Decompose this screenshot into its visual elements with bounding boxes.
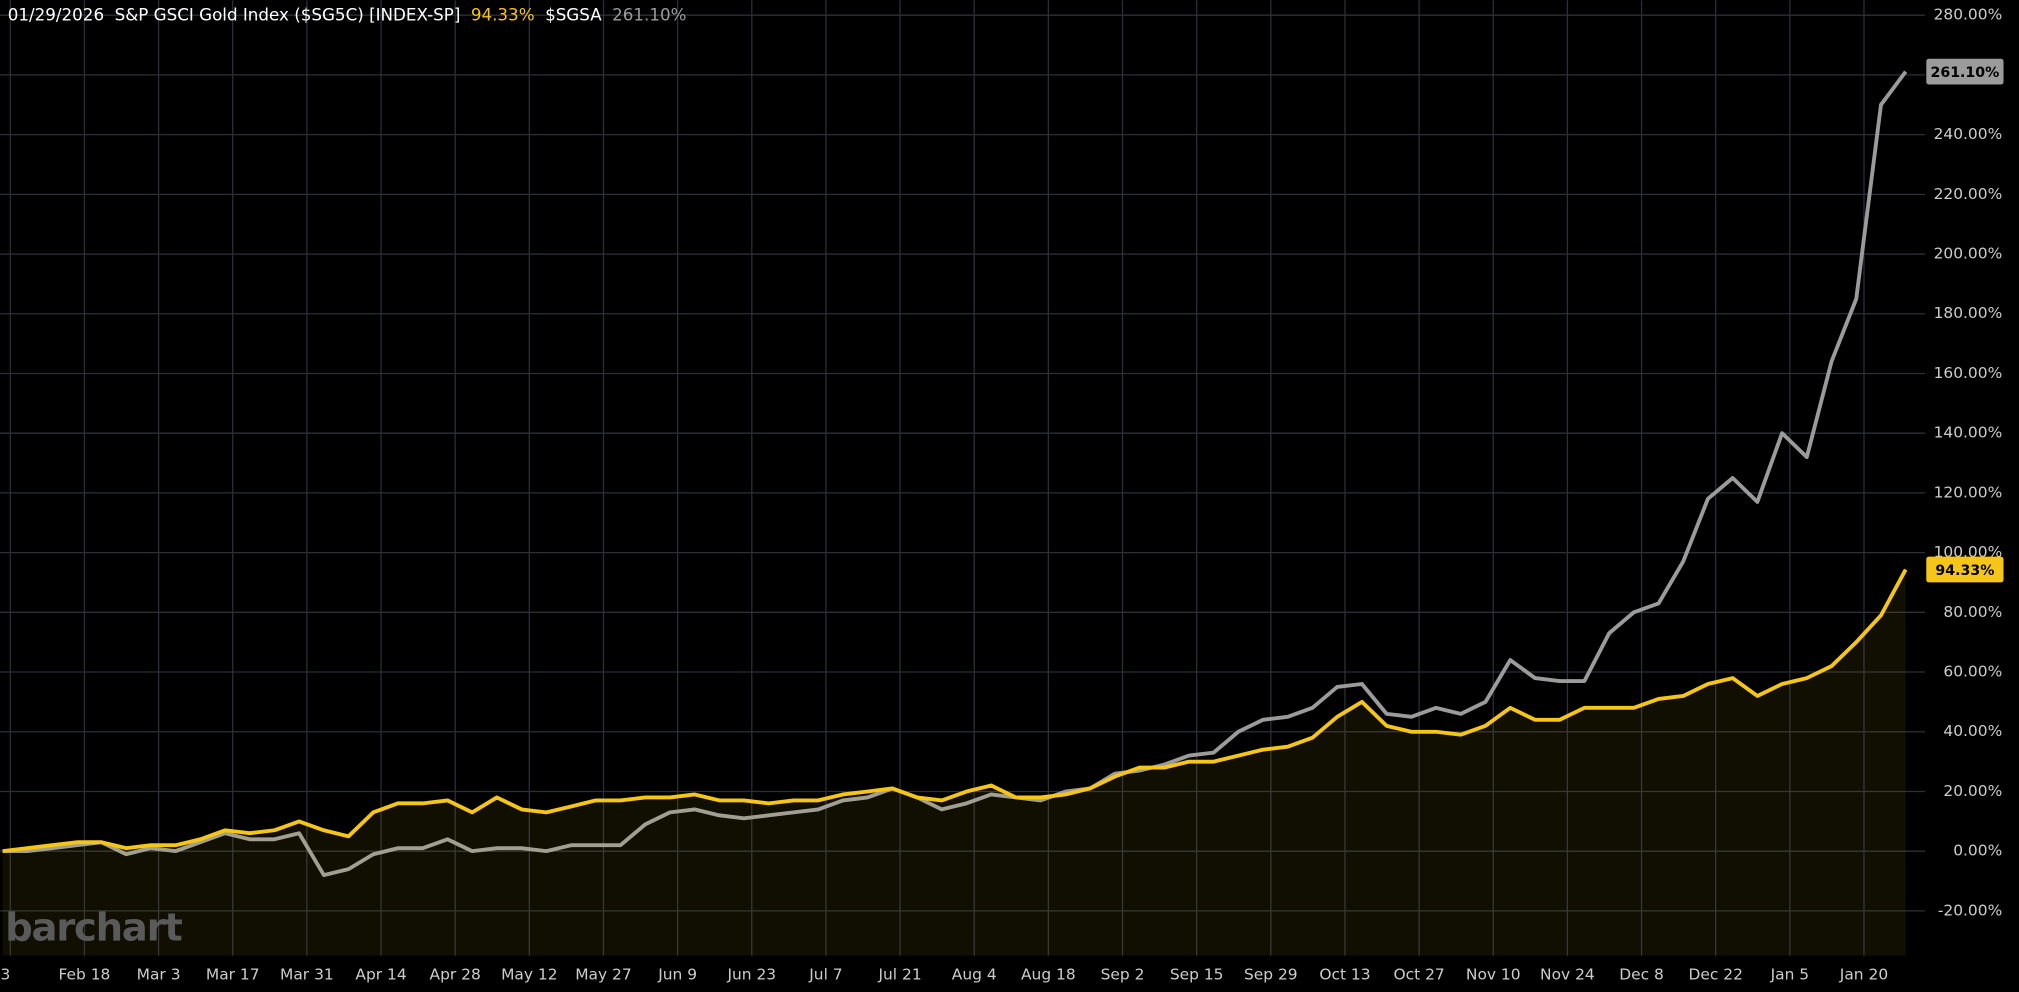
date: 01/29/2026 bbox=[8, 4, 104, 24]
y-tick-label: 140.00% bbox=[1934, 424, 2003, 442]
series-line bbox=[2, 70, 1908, 878]
x-tick-label: Aug 4 bbox=[952, 965, 997, 983]
x-tick-label: Jan 5 bbox=[1770, 965, 1810, 983]
y-tick-label: 220.00% bbox=[1934, 185, 2003, 203]
x-tick-label: Feb 18 bbox=[59, 965, 111, 983]
x-tick-label: Aug 18 bbox=[1021, 965, 1076, 983]
y-tick-label: 280.00% bbox=[1934, 6, 2003, 24]
y-tick-label: 100.00% bbox=[1934, 543, 2003, 561]
series-name: S&P GSCI Gold Index ($SG5C) [INDEX-SP] bbox=[115, 4, 461, 24]
x-tick-label: Jul 21 bbox=[877, 965, 921, 983]
y-tick-label: 120.00% bbox=[1934, 483, 2003, 501]
y-tick-label: 200.00% bbox=[1934, 245, 2003, 263]
x-tick-label: Sep 29 bbox=[1244, 965, 1298, 983]
x-tick-label: Jun 23 bbox=[726, 965, 776, 983]
y-tick-label: 180.00% bbox=[1934, 304, 2003, 322]
x-tick-label: Apr 14 bbox=[355, 965, 406, 983]
x-tick-label: May 12 bbox=[501, 965, 557, 983]
x-tick-label: Nov 10 bbox=[1466, 965, 1521, 983]
x-tick-label: Mar 3 bbox=[137, 965, 181, 983]
last-value-label: 261.10% bbox=[1931, 65, 2000, 81]
x-tick-label: Dec 8 bbox=[1619, 965, 1664, 983]
y-tick-label: -20.00% bbox=[1938, 901, 2002, 919]
x-tick-label: Oct 27 bbox=[1393, 965, 1444, 983]
series-last-value: 261.10% bbox=[612, 4, 686, 24]
watermark: barchart bbox=[5, 905, 182, 950]
chart-header: 01/29/2026 S&P GSCI Gold Index ($SG5C) [… bbox=[8, 4, 687, 24]
grid bbox=[0, 0, 1926, 956]
x-tick-label: May 27 bbox=[575, 965, 631, 983]
axes: -20.00% 0.00% 20.00% 40.00% 60.00% 80.00% 100.… bbox=[0, 6, 2004, 983]
y-tick-label: 20.00% bbox=[1943, 782, 2002, 800]
x-tick-label: Nov 24 bbox=[1540, 965, 1595, 983]
x-tick-label: Jun 9 bbox=[657, 965, 697, 983]
y-tick-label: 80.00% bbox=[1943, 603, 2002, 621]
y-tick-label: 240.00% bbox=[1934, 125, 2003, 143]
x-tick-label: Oct 13 bbox=[1319, 965, 1370, 983]
last-value-label: 94.33% bbox=[1935, 563, 1994, 579]
x-tick-label: Jan 20 bbox=[1839, 965, 1888, 983]
y-tick-label: 160.00% bbox=[1934, 364, 2003, 382]
x-tick-label: Mar 17 bbox=[206, 965, 260, 983]
x-tick-label: Dec 22 bbox=[1688, 965, 1742, 983]
x-tick-label: Sep 15 bbox=[1170, 965, 1224, 983]
last-value-box bbox=[1926, 556, 2004, 583]
plot-area bbox=[2, 70, 1908, 956]
y-tick-label: 40.00% bbox=[1943, 722, 2002, 740]
series-line bbox=[2, 568, 1908, 854]
y-tick-label: 60.00% bbox=[1943, 663, 2002, 681]
x-tick-label: Apr 28 bbox=[430, 965, 481, 983]
x-tick-label: Sep 2 bbox=[1101, 965, 1145, 983]
last-value-box bbox=[1926, 58, 2004, 85]
series-last-value: 94.33% bbox=[471, 4, 535, 24]
y-tick-label: 0.00% bbox=[1953, 842, 2002, 860]
x-tick-label: Mar 31 bbox=[280, 965, 334, 983]
series-area bbox=[2, 569, 1906, 956]
x-tick-label: Jul 7 bbox=[808, 965, 842, 983]
series-name: $SGSA bbox=[545, 4, 602, 24]
x-tick-label: b 3 bbox=[0, 965, 10, 983]
